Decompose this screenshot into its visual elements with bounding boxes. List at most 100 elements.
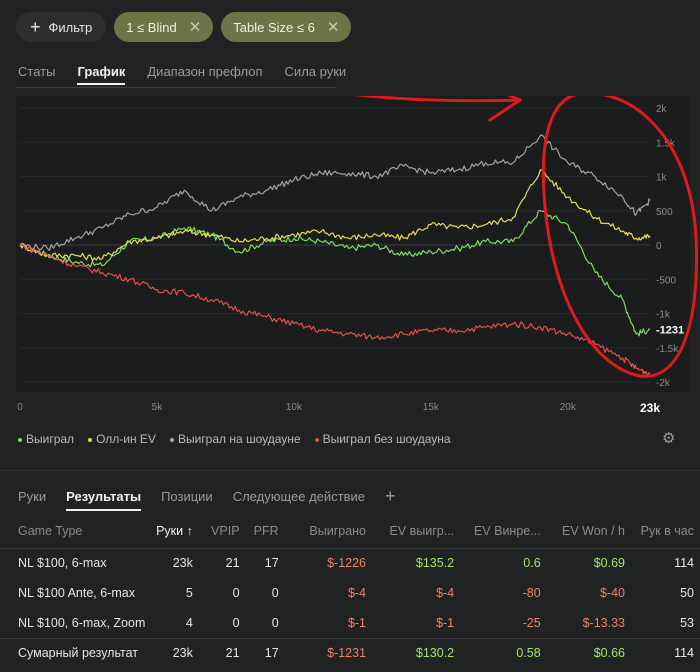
table-total-row: Сумарный результат 23k 21 17 $-1231 $130… <box>0 637 700 668</box>
table-header-row: Game Type Руки ↑ VPIP PFR Выиграно EV вы… <box>0 514 700 548</box>
cell-ev-won-per-hour: $0.66 <box>546 637 631 668</box>
column-header[interactable]: Рук в час <box>640 523 694 538</box>
cell-ev-won: $135.2 <box>372 547 461 578</box>
tab-stats[interactable]: Статы <box>18 64 56 79</box>
tab-results[interactable]: Результаты <box>66 489 142 511</box>
filter-chip-blind[interactable]: 1 ≤ Blind ✕ <box>114 12 214 42</box>
cell-vpip: 0 <box>232 615 240 630</box>
y-tick-label: -2k <box>656 378 671 389</box>
legend-dot <box>88 437 93 442</box>
cell-ev-winrate: 0.6 <box>460 547 547 578</box>
tabs-divider <box>16 87 336 88</box>
y-tick-label: 1k <box>656 173 668 184</box>
tab-next-action[interactable]: Следующее действие <box>232 488 366 504</box>
cell-vpip: 0 <box>232 586 240 600</box>
cell-game-type: NL $100, 6-max <box>0 547 152 578</box>
add-tab-icon[interactable]: + <box>385 486 396 506</box>
close-icon[interactable]: ✕ <box>188 19 202 36</box>
filter-chip-table-size[interactable]: Table Size ≤ 6 ✕ <box>221 12 352 42</box>
y-tick-label: -1.5k <box>656 344 679 355</box>
tab-preflop-range[interactable]: Диапазон префлоп <box>147 64 263 79</box>
results-table: Game Type Руки ↑ VPIP PFR Выиграно EV вы… <box>0 514 700 668</box>
cell-ev-won-per-hour: $-40 <box>599 586 625 600</box>
cell-hands: 23k <box>151 547 199 578</box>
filter-chip-label: 1 ≤ Blind <box>126 19 177 35</box>
cell-hands: 5 <box>185 586 193 600</box>
plus-icon: + <box>30 17 41 37</box>
cell-ev-won-per-hour: $-13.33 <box>582 615 625 630</box>
legend-dot <box>169 437 174 442</box>
series-line-1 <box>19 169 651 262</box>
annotation-arrow-head <box>488 96 522 122</box>
cell-hands-per-hour: 50 <box>680 586 694 600</box>
table-row[interactable]: NL $100, 6-max, Zoom 4 0 0 $-1 $-1 -25 $… <box>0 608 700 638</box>
results-tabs: Руки Результаты Позиции Следующее действ… <box>18 486 396 511</box>
results-chart: 2k 1.5k 1k 500 0 -500 -1k -1.5k -2k 0 5k 10k 15k 20k 2… <box>17 96 698 415</box>
column-header[interactable]: Руки ↑ <box>156 523 193 538</box>
cell-hands: 4 <box>185 615 193 630</box>
gear-icon[interactable]: ⚙ <box>662 430 676 447</box>
column-header[interactable]: VPIP <box>211 523 240 538</box>
cell-won: $-1226 <box>284 547 373 578</box>
tab-hands[interactable]: Руки <box>18 488 47 504</box>
y-tick-label: 2k <box>656 104 668 115</box>
column-header[interactable]: PFR <box>253 523 279 538</box>
column-header[interactable]: EV выигр... <box>389 523 455 538</box>
section-divider <box>0 470 700 471</box>
tab-hand-strength[interactable]: Сила руки <box>284 64 347 79</box>
legend-item-non-showdown[interactable]: Выиграл без шоудауна <box>314 432 451 446</box>
annotation-arrow-shaft <box>355 96 522 103</box>
annotation-ellipse <box>541 96 698 378</box>
cell-game-type: NL $100 Ante, 6-max <box>18 586 135 600</box>
add-filter-label: Фильтр <box>48 19 93 35</box>
cell-won: $-1 <box>347 615 367 630</box>
legend-dot <box>314 437 319 442</box>
series-line-3 <box>19 244 651 377</box>
cell-ev-winrate: -80 <box>522 586 541 600</box>
x-tick-label: 0 <box>17 402 23 413</box>
table-row[interactable]: NL $100, 6-max 23k 21 17 $-1226 $135.2 0… <box>0 547 700 578</box>
table-row[interactable]: NL $100 Ante, 6-max 5 0 0 $-4 $-4 -80 $-… <box>0 578 700 608</box>
legend-item-showdown[interactable]: Выиграл на шоудауне <box>169 432 301 446</box>
cell-pfr: 0 <box>271 615 279 630</box>
legend-label: Олл-ин EV <box>96 432 156 446</box>
cell-vpip: 21 <box>198 547 246 578</box>
column-header[interactable]: Game Type <box>18 523 83 538</box>
column-header[interactable]: EV Винре... <box>473 523 541 538</box>
cell-ev-won: $-4 <box>436 586 455 600</box>
tab-positions[interactable]: Позиции <box>161 488 213 504</box>
cell-pfr: 17 <box>245 637 285 668</box>
series-line-0 <box>19 210 651 337</box>
y-tick-label: 0 <box>656 241 662 252</box>
filter-chip-label: Table Size ≤ 6 <box>233 19 315 35</box>
column-header[interactable]: Выиграно <box>309 523 367 538</box>
x-tick-label: 20k <box>560 402 577 413</box>
legend-label: Выиграл без шоудауна <box>322 432 451 446</box>
cell-game-type: Сумарный результат <box>0 637 152 668</box>
cell-vpip: 21 <box>198 637 246 668</box>
cell-hands-per-hour: 114 <box>631 637 700 668</box>
cell-pfr: 17 <box>245 547 285 578</box>
cell-hands: 23k <box>151 637 199 668</box>
tab-chart[interactable]: График <box>77 64 126 85</box>
legend-item-allin-ev[interactable]: Олл-ин EV <box>88 432 156 446</box>
y-tick-label: 1.5k <box>656 138 676 149</box>
add-filter-button[interactable]: + Фильтр <box>16 12 107 42</box>
cell-won: $-4 <box>347 586 367 600</box>
series-line-2 <box>19 134 651 252</box>
legend-dot <box>18 437 22 442</box>
chart-legend: Выиграл Олл-ин EV Выиграл на шоудауне Вы… <box>18 432 451 446</box>
legend-item-won[interactable]: Выиграл <box>18 432 74 446</box>
cell-ev-winrate: 0.58 <box>460 637 547 668</box>
legend-label: Выиграл на шоудауне <box>177 432 301 446</box>
cell-ev-winrate: -25 <box>522 615 541 630</box>
close-icon[interactable]: ✕ <box>326 19 340 36</box>
legend-label: Выиграл <box>26 432 75 446</box>
cell-won: $-1231 <box>284 637 373 668</box>
x-tick-label: 5k <box>152 402 164 413</box>
x-tick-label: 15k <box>423 402 440 413</box>
x-end-label: 23k <box>640 401 660 415</box>
column-header[interactable]: EV Won / h <box>562 523 625 538</box>
cell-ev-won: $-1 <box>436 615 455 630</box>
end-value-label: -1231 <box>656 324 684 336</box>
